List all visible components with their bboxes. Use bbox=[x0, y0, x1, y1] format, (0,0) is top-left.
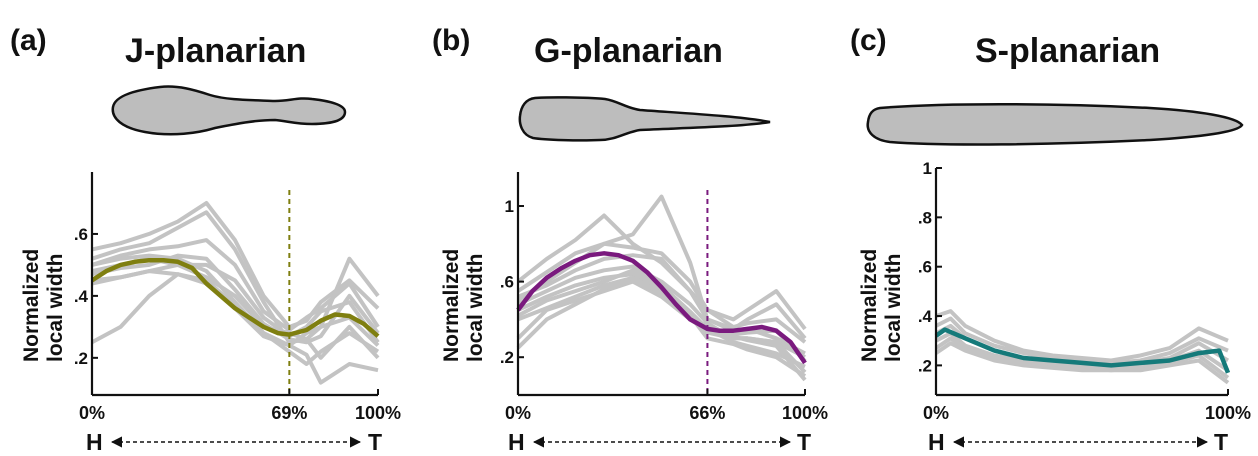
tail-label: T bbox=[797, 429, 811, 455]
panel-label: (a) bbox=[10, 24, 47, 57]
y-tick-label: 1 bbox=[923, 159, 932, 178]
y-tick-label: .6 bbox=[918, 258, 932, 277]
head-label: H bbox=[928, 429, 945, 455]
individual-trace-6 bbox=[934, 341, 1230, 385]
y-tick-label: .2 bbox=[500, 348, 514, 367]
mean-trace bbox=[90, 258, 380, 338]
panel-c: (c) S-planarian Normalized local width .… bbox=[850, 24, 1251, 455]
g-planarian-silhouette bbox=[518, 96, 771, 142]
x-tick-label: 69% bbox=[271, 403, 307, 423]
x-tick-label: 100% bbox=[782, 403, 828, 423]
x-tick-label: 100% bbox=[1205, 403, 1251, 423]
panel-title: G-planarian bbox=[534, 32, 723, 70]
tail-label: T bbox=[368, 429, 382, 455]
x-tick-label: 66% bbox=[689, 403, 725, 423]
y-tick-label: .8 bbox=[918, 208, 932, 227]
panel-label: (c) bbox=[850, 24, 887, 57]
individual-trace-5 bbox=[91, 253, 380, 345]
individual-trace-7 bbox=[517, 268, 807, 374]
x-tick-label: 0% bbox=[923, 403, 949, 423]
individual-trace-1 bbox=[91, 201, 380, 329]
panel-title: J-planarian bbox=[125, 32, 306, 70]
mean-trace bbox=[934, 327, 1231, 374]
y-axis-label-line2: local width bbox=[882, 253, 905, 362]
panel-title: S-planarian bbox=[975, 32, 1160, 70]
y-tick-label: .4 bbox=[918, 307, 933, 326]
individual-trace-8 bbox=[91, 269, 379, 385]
s-planarian-silhouette bbox=[866, 103, 1244, 146]
x-tick-label: 0% bbox=[79, 403, 105, 423]
panel-label: (b) bbox=[432, 24, 470, 57]
x-tick-label: 0% bbox=[505, 403, 531, 423]
y-axis-label-line1: Normalized bbox=[440, 249, 463, 362]
x-tick-label: 100% bbox=[355, 403, 401, 423]
head-label: H bbox=[508, 429, 525, 455]
y-axis-label-line1: Normalized bbox=[20, 249, 43, 362]
j-planarian-silhouette bbox=[111, 85, 347, 136]
individual-trace-1 bbox=[935, 309, 1229, 363]
individual-trace-2 bbox=[91, 210, 380, 345]
panel-b: (b) G-planarian Normalized local width .… bbox=[432, 24, 828, 455]
individual-trace-2 bbox=[935, 316, 1229, 365]
y-tick-label: .2 bbox=[74, 349, 88, 368]
y-axis-label-line1: Normalized bbox=[858, 249, 881, 362]
plot-area-a: .2 .4 .6 0% 69% 100% bbox=[74, 172, 401, 423]
individual-trace-5 bbox=[934, 336, 1230, 380]
individual-trace-9 bbox=[516, 279, 807, 363]
y-tick-label: .4 bbox=[74, 287, 89, 306]
head-label: H bbox=[86, 429, 103, 455]
mean-trace bbox=[516, 251, 807, 365]
y-tick-label: .2 bbox=[918, 356, 932, 375]
panel-a: (a) J-planarian Normalized local width .… bbox=[10, 24, 401, 455]
y-tick-label: 1 bbox=[505, 197, 514, 216]
individual-trace-2 bbox=[516, 194, 807, 340]
y-axis-label-line2: local width bbox=[44, 253, 67, 362]
plot-area-c: .2 .4 .6 .8 1 0% 100% bbox=[918, 159, 1251, 423]
y-axis-label-line2: local width bbox=[464, 253, 487, 362]
plot-area-b: .2 .6 1 0% 66% 100% bbox=[500, 172, 828, 423]
individual-trace-3 bbox=[91, 238, 380, 332]
y-tick-label: .6 bbox=[74, 225, 88, 244]
y-tick-label: .6 bbox=[500, 273, 514, 292]
tail-label: T bbox=[1214, 429, 1228, 455]
